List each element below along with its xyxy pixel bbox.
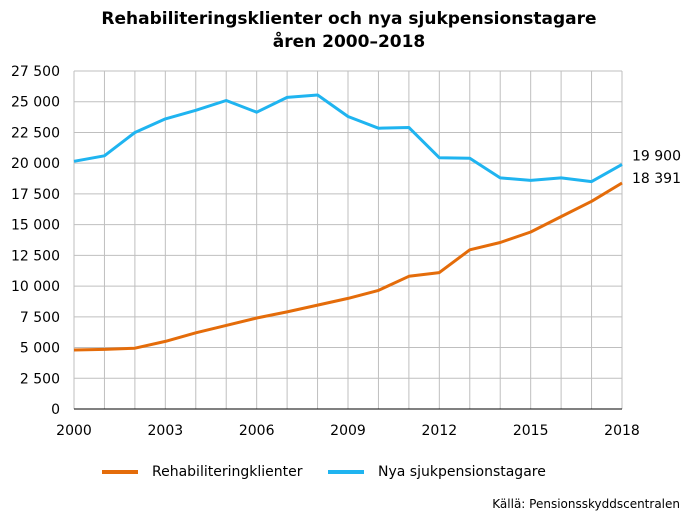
- y-tick-label: 12 500: [11, 248, 60, 264]
- y-tick-label: 10 000: [11, 279, 60, 295]
- legend-swatch-rehab: [102, 470, 138, 474]
- legend-swatch-sjukpension: [328, 470, 364, 474]
- series-lines: [73, 93, 623, 352]
- chart-title-line-2: åren 2000–2018: [272, 32, 426, 52]
- y-tick-label: 5 000: [20, 341, 60, 357]
- y-tick-label: 2 500: [20, 371, 60, 387]
- y-tick-label: 15 000: [11, 218, 60, 234]
- y-tick-label: 20 000: [11, 156, 60, 172]
- y-tick-label: 22 500: [11, 125, 60, 141]
- x-tick-label: 2000: [56, 423, 92, 439]
- x-tick-label: 2006: [239, 423, 275, 439]
- x-tick-label: 2003: [148, 423, 184, 439]
- x-axis-tick-labels: 2000 2003 2006 2009 2012 2015 2018: [56, 423, 640, 439]
- end-label-sjukpension: 19 900: [632, 148, 681, 164]
- y-tick-label: 17 500: [11, 187, 60, 203]
- x-tick-label: 2018: [604, 423, 640, 439]
- x-tick-label: 2015: [513, 423, 549, 439]
- line-chart: 0 2 500 5 000 7 500 10 000 12 500 15 000 17 500…: [11, 64, 681, 439]
- chart-title: Rehabiliteringsklienter och nya sjukpens…: [0, 8, 698, 54]
- y-tick-label: 7 500: [20, 310, 60, 326]
- series-end-labels: 18 391 19 900: [632, 148, 681, 187]
- source-note: Källä: Pensionsskyddscentralen: [492, 497, 680, 511]
- legend-label-sjukpension: Nya sjukpensionstagare: [378, 464, 546, 480]
- y-tick-label: 25 000: [11, 95, 60, 111]
- end-label-rehab: 18 391: [632, 171, 681, 187]
- x-tick-label: 2009: [330, 423, 366, 439]
- chart-title-line-1: Rehabiliteringsklienter och nya sjukpens…: [101, 9, 597, 29]
- legend-label-rehab: Rehabiliteringklienter: [152, 464, 303, 480]
- series-line-sjukpension: [73, 93, 623, 184]
- legend-item-sjukpension: Nya sjukpensionstagare: [328, 462, 546, 482]
- x-tick-label: 2012: [422, 423, 458, 439]
- y-axis-tick-labels: 0 2 500 5 000 7 500 10 000 12 500 15 000 17 500…: [11, 64, 60, 418]
- legend-item-rehab: Rehabiliteringklienter: [102, 462, 302, 482]
- y-tick-label: 27 500: [11, 64, 60, 80]
- series-line-rehab: [73, 181, 623, 352]
- y-tick-label: 0: [51, 402, 60, 418]
